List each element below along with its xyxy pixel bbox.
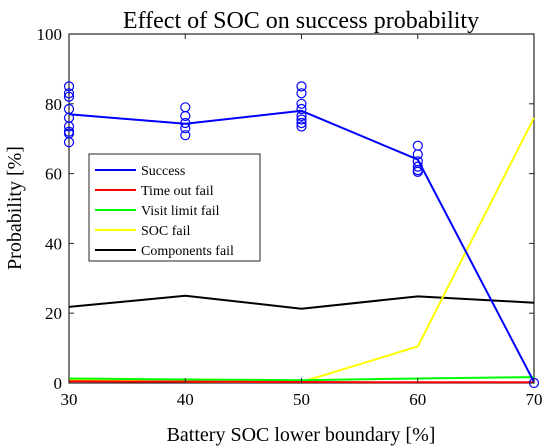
- success-data-point: [296, 81, 307, 92]
- success-data-point: [296, 117, 307, 129]
- legend-label-success: Success: [141, 164, 185, 179]
- legend-label-time-out-fail: Time out fail: [141, 184, 214, 199]
- success-data-point: [296, 98, 307, 109]
- success-data-point: [63, 81, 75, 92]
- success-data-point: [180, 123, 191, 134]
- chart-title: Effect of SOC on success probability: [123, 8, 479, 34]
- y-tick-label: 20: [45, 304, 62, 323]
- x-tick-label: 30: [61, 390, 78, 409]
- success-data-point: [412, 166, 423, 177]
- success-data-point: [296, 121, 307, 132]
- success-data-point: [63, 121, 75, 132]
- success-data-point: [296, 110, 307, 122]
- success-data-point: [296, 114, 307, 125]
- x-tick-label: 50: [293, 390, 310, 409]
- success-data-point: [412, 161, 423, 172]
- x-tick-label: 40: [177, 390, 194, 409]
- success-data-point: [180, 110, 191, 122]
- legend-box: [88, 153, 261, 262]
- y-tick-label: 80: [45, 95, 62, 114]
- success-data-point: [412, 140, 423, 151]
- success-data-point: [180, 102, 191, 113]
- legend-label-soc-fail: SOC fail: [141, 224, 191, 239]
- x-tick-label: 60: [409, 390, 426, 409]
- legend-label-visit-limit-fail: Visit limit fail: [141, 204, 220, 219]
- legend-label-components-fail: Components fail: [141, 244, 234, 259]
- series-lines: [68, 109, 535, 384]
- y-tick-label: 40: [45, 234, 62, 253]
- success-data-point: [63, 137, 75, 148]
- success-data-point: [296, 88, 307, 99]
- y-axis-label: Probability [%]: [4, 146, 26, 270]
- x-axis-label: Battery SOC lower boundary [%]: [167, 424, 436, 446]
- y-tick-label: 60: [45, 165, 62, 184]
- axis-ticks: 30 40 50 60 70 0 20 40 60 80 100: [37, 25, 543, 409]
- series-line-components-fail: [68, 294, 535, 310]
- success-data-point: [180, 130, 191, 141]
- success-data-point: [180, 117, 191, 129]
- series-line-success: [68, 109, 535, 383]
- success-data-point: [412, 149, 423, 160]
- success-markers: [63, 81, 540, 389]
- y-tick-label: 100: [37, 25, 63, 44]
- success-data-point: [296, 103, 307, 115]
- legend: Success Time out fail Visit limit fail SOC …: [88, 153, 261, 262]
- y-tick-label: 0: [54, 374, 63, 393]
- x-tick-label: 70: [526, 390, 543, 409]
- success-data-point: [63, 91, 75, 102]
- success-data-point: [63, 88, 75, 99]
